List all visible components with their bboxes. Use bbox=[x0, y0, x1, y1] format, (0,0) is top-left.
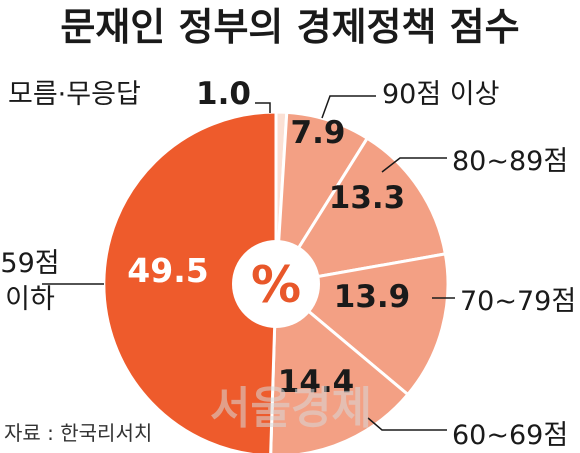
pie-slice bbox=[269, 280, 410, 453]
leader-line bbox=[367, 417, 447, 431]
category-label: 80~89점 bbox=[452, 146, 568, 177]
leader-line bbox=[381, 157, 447, 173]
center-percent-label: % bbox=[251, 256, 301, 314]
category-label: 59점 이하 bbox=[0, 248, 59, 315]
pie-slice bbox=[102, 110, 278, 453]
value-label: 49.5 bbox=[127, 251, 208, 290]
value-label: 13.9 bbox=[334, 279, 411, 315]
value-label: 14.4 bbox=[278, 364, 355, 400]
pie-slice bbox=[272, 136, 448, 287]
value-label: 7.9 bbox=[291, 115, 346, 151]
category-label: 모름·무응답 bbox=[8, 79, 141, 110]
chart-title: 문재인 정부의 경제정책 점수 bbox=[60, 5, 519, 49]
value-label: 13.3 bbox=[329, 180, 406, 216]
category-label: 70~79점 bbox=[460, 286, 576, 317]
source-note: 자료 : 한국리서치 bbox=[4, 421, 152, 445]
center-hole bbox=[232, 240, 320, 328]
category-label: 60~69점 bbox=[452, 420, 568, 451]
leader-line bbox=[321, 95, 376, 119]
category-label: 90점 이상 bbox=[382, 79, 499, 110]
value-label: 1.0 bbox=[196, 76, 251, 112]
leader-line bbox=[255, 102, 271, 113]
watermark-logo: 서울경제 bbox=[210, 383, 372, 434]
